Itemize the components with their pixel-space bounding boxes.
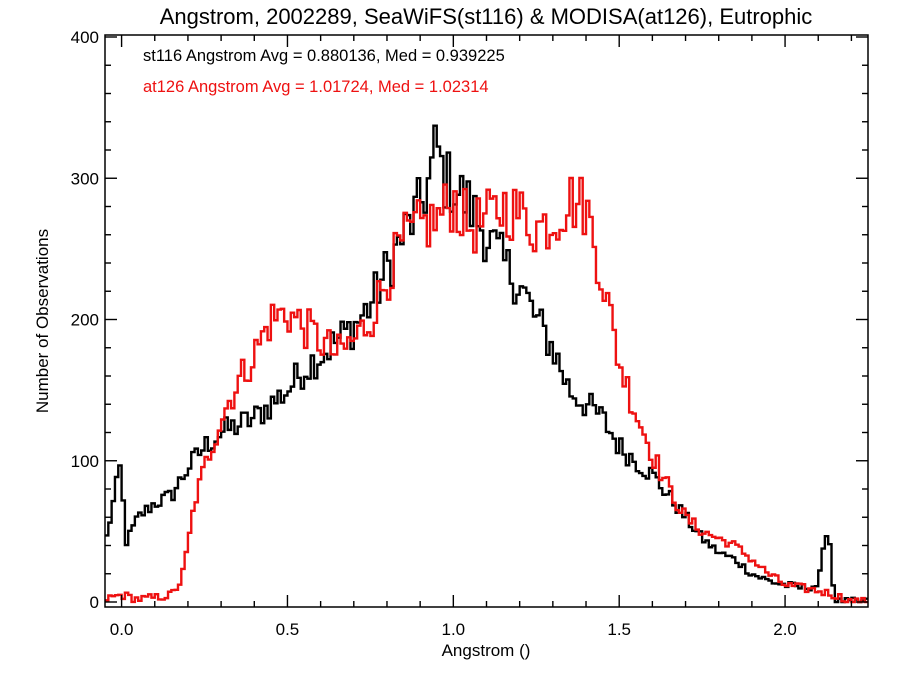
annotation-at126: at126 Angstrom Avg = 1.01724, Med = 1.02… xyxy=(143,78,489,96)
annotation-st116: st116 Angstrom Avg = 0.880136, Med = 0.9… xyxy=(143,47,505,65)
y-tick-label: 100 xyxy=(71,452,99,471)
x-tick-label: 1.0 xyxy=(442,620,466,639)
plot-frame xyxy=(104,34,869,608)
x-tick-label: 0.0 xyxy=(110,620,134,639)
y-tick-label: 400 xyxy=(71,28,99,47)
y-tick-label: 300 xyxy=(71,169,99,188)
tick-layer: 0.0 0.5 1.0 1.5 2.0 0 100 200 300 400 xyxy=(71,28,868,639)
x-tick-label: 1.5 xyxy=(607,620,631,639)
x-axis-label: Angstrom () xyxy=(442,641,531,660)
chart-title: Angstrom, 2002289, SeaWiFS(st116) & MODI… xyxy=(160,4,813,29)
series-layer xyxy=(105,124,868,604)
x-tick-label: 0.5 xyxy=(276,620,300,639)
y-axis-label: Number of Observations xyxy=(33,229,52,413)
x-tick-label: 2.0 xyxy=(773,620,797,639)
series-line-1 xyxy=(105,176,868,604)
y-tick-label: 200 xyxy=(71,311,99,330)
y-tick-label: 0 xyxy=(90,593,99,612)
series-line-0 xyxy=(105,124,868,604)
